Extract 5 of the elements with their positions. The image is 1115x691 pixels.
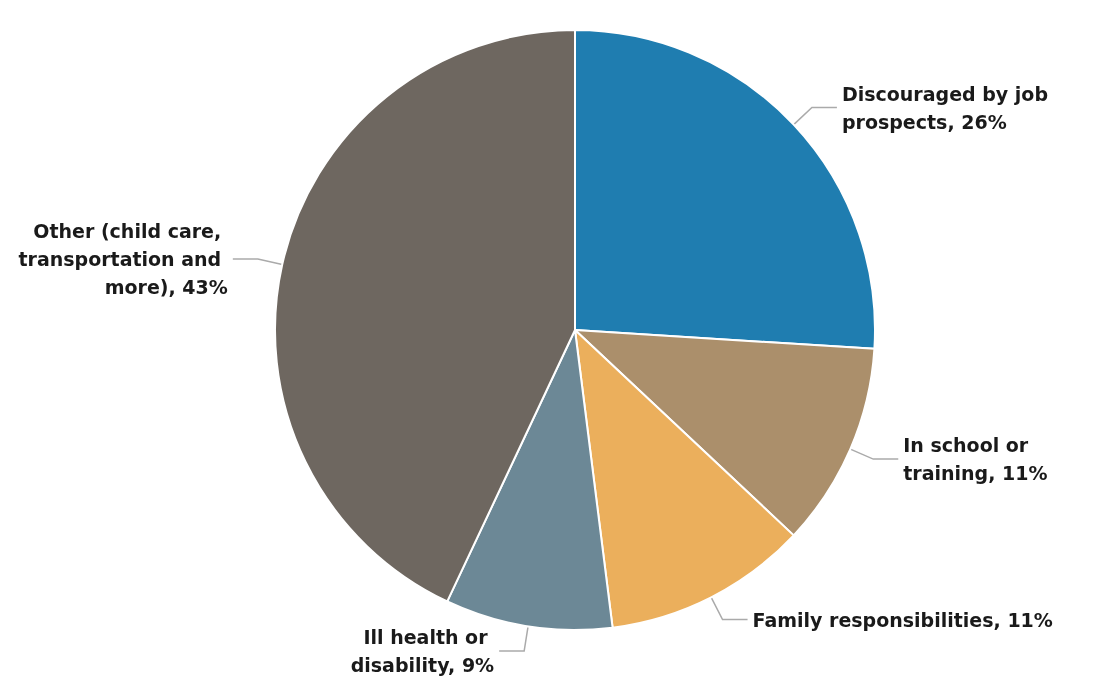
slice-label: Discouraged by job prospects, 26% — [841, 82, 1055, 133]
slice-label: Family responsibilities, 11% — [752, 608, 1053, 631]
slice-label: Ill health or disability, 9% — [350, 626, 495, 676]
slice-label: In school or training, 11% — [903, 434, 1048, 485]
slice-label: Other (child care, transportation and more), 43% — [18, 220, 228, 299]
